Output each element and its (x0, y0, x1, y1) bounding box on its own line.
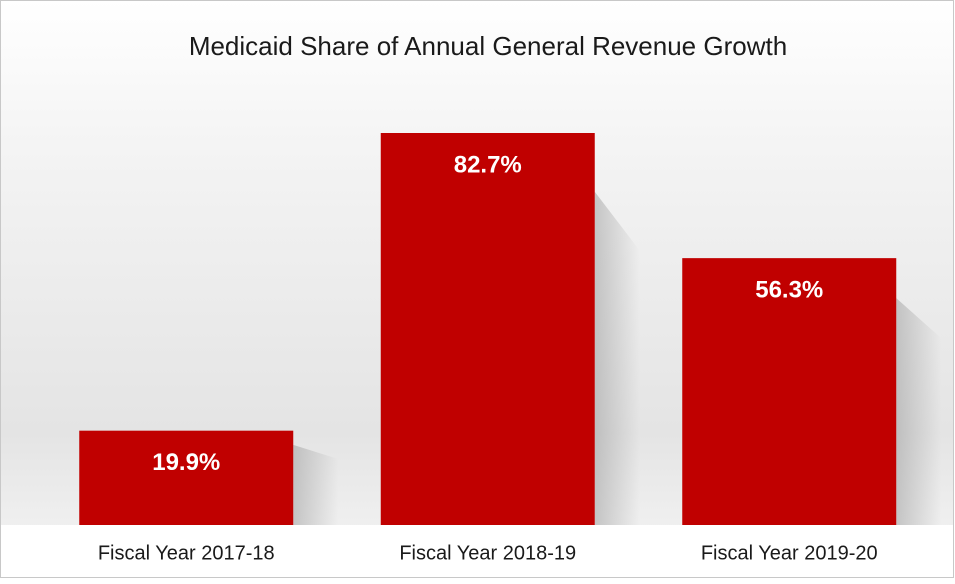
bar (380, 133, 595, 525)
x-tick-label: Fiscal Year 2017-18 (98, 542, 275, 564)
bar-shadow (594, 191, 640, 525)
x-tick-label: Fiscal Year 2019-20 (701, 542, 878, 564)
bar-shadow (896, 298, 942, 525)
value-label: 19.9% (152, 449, 220, 476)
bar-shadow (293, 444, 339, 525)
chart-title: Medicaid Share of Annual General Revenue… (189, 31, 787, 61)
label-strip (1, 525, 953, 577)
x-tick-label: Fiscal Year 2018-19 (399, 542, 576, 564)
value-label: 82.7% (454, 151, 522, 178)
bar (682, 258, 897, 525)
value-label: 56.3% (755, 276, 823, 303)
bar (79, 430, 294, 525)
